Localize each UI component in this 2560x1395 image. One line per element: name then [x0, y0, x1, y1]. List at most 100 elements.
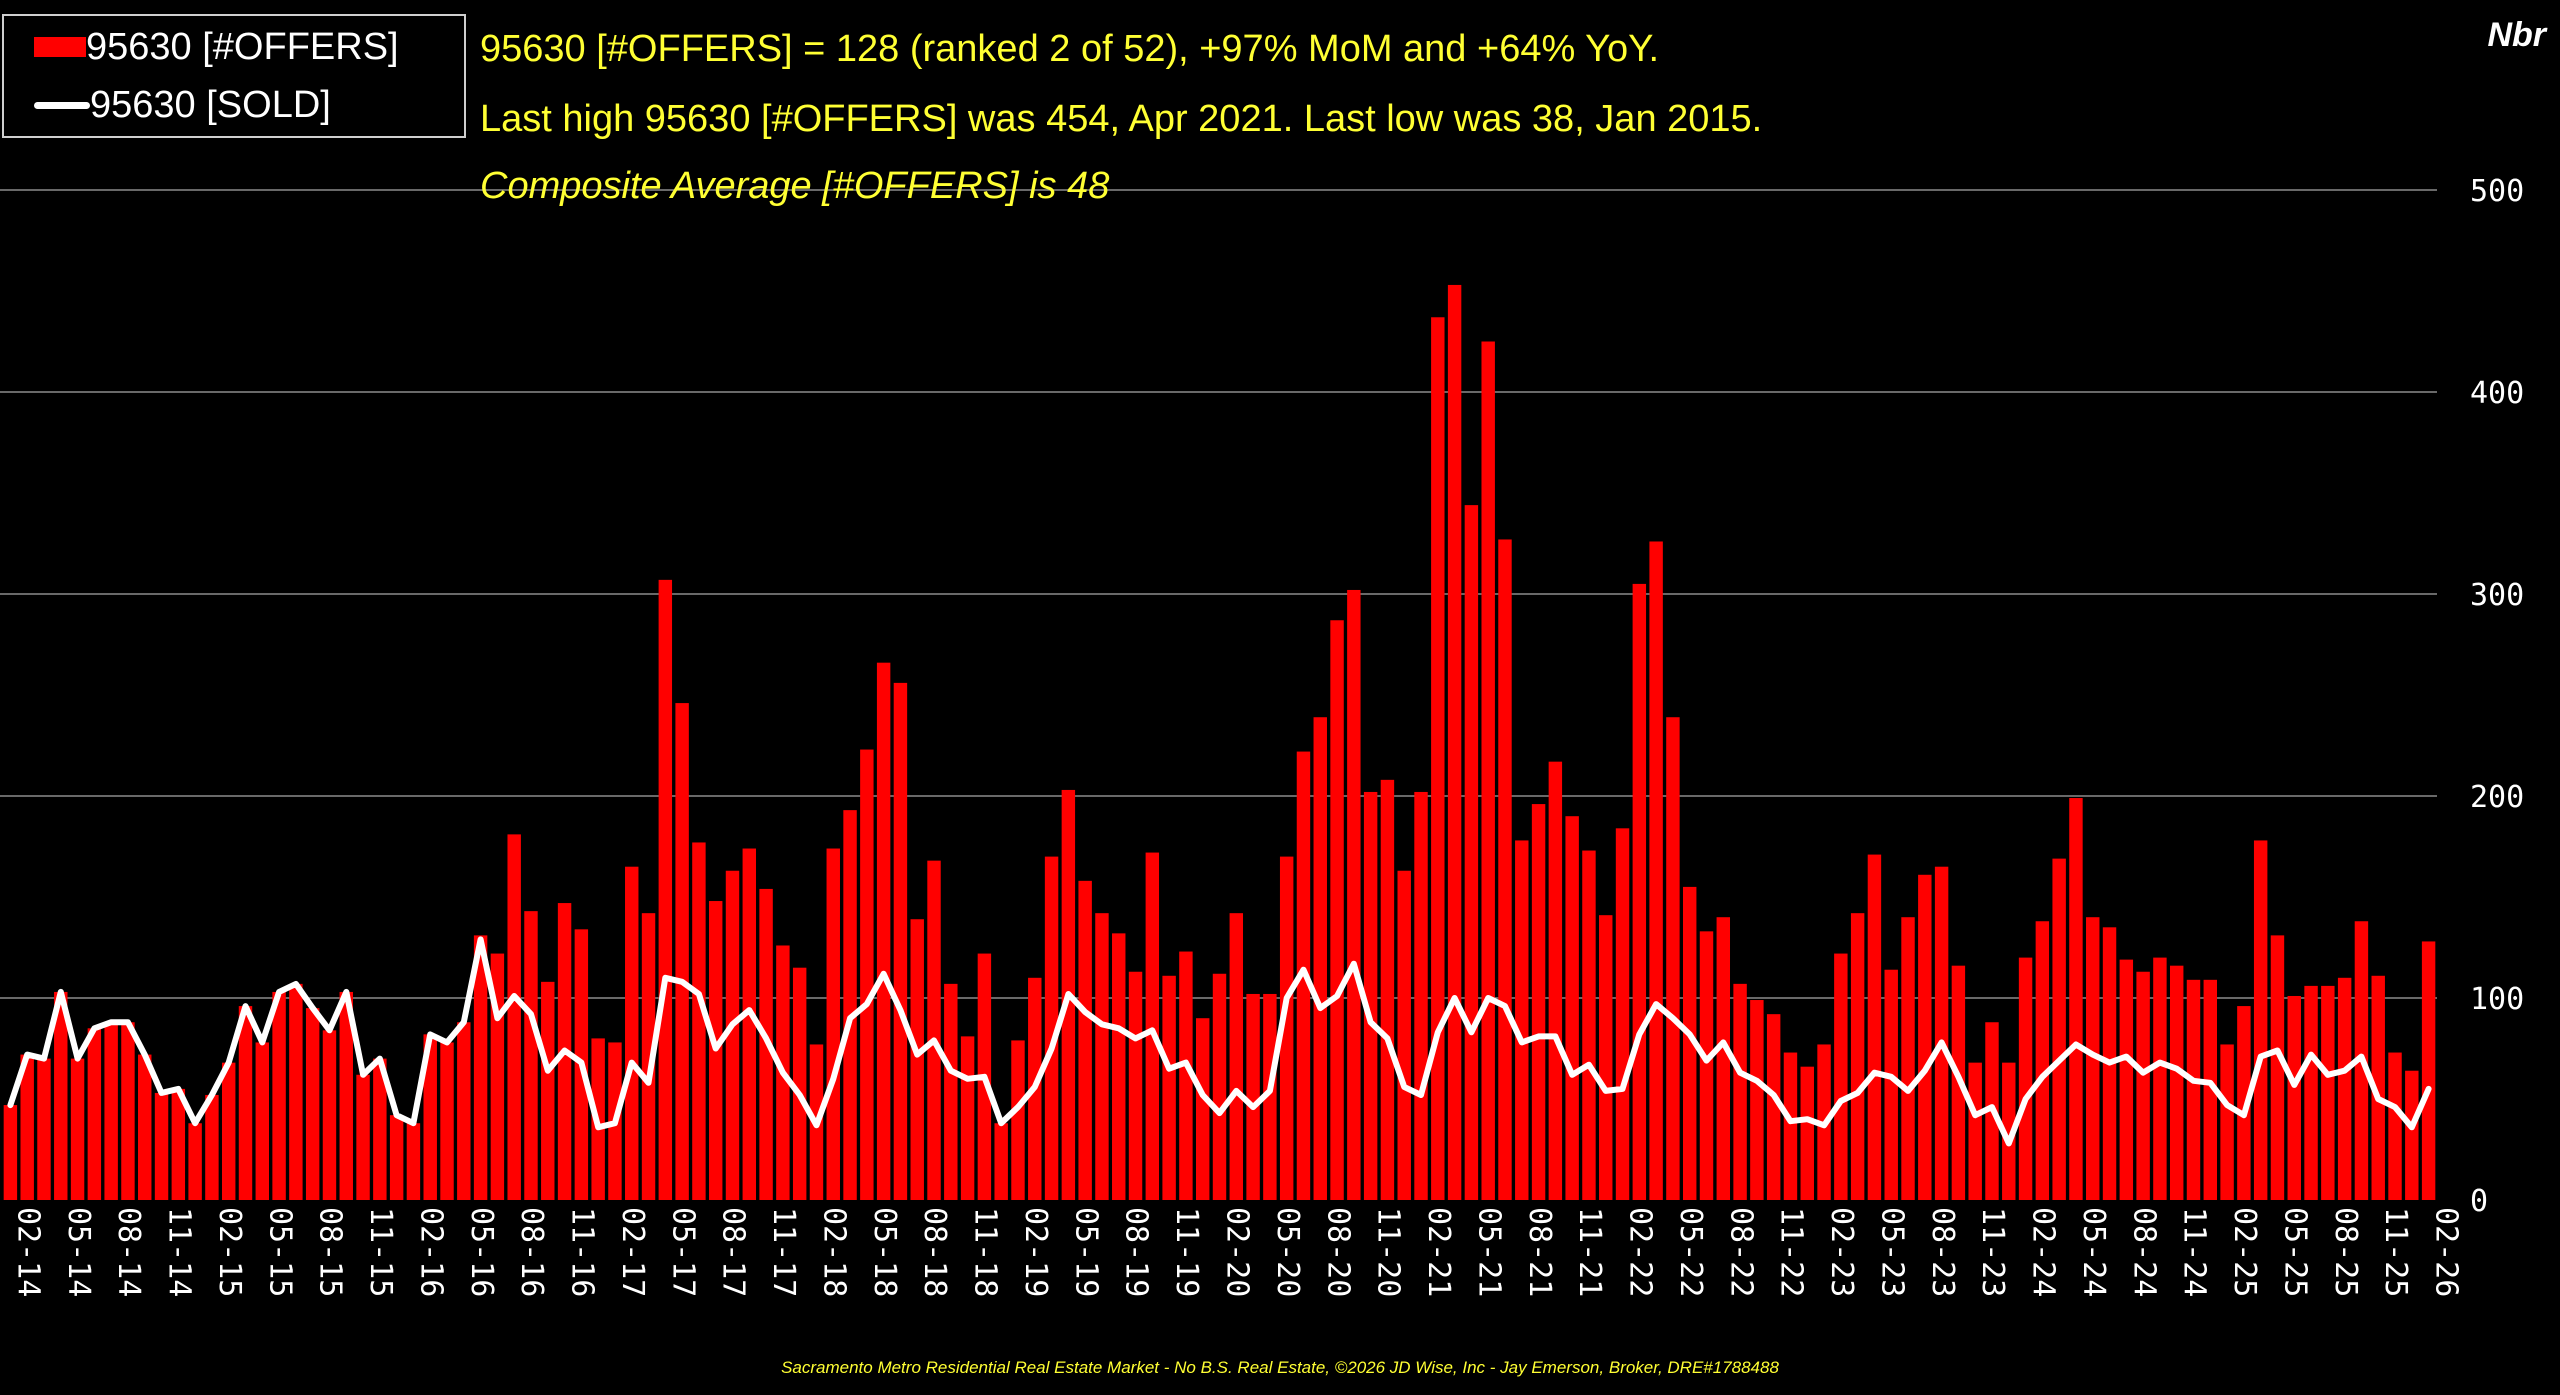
offers-bar	[20, 1054, 34, 1200]
offers-bar	[1716, 917, 1731, 1200]
offers-bar	[1330, 620, 1344, 1200]
offers-bar	[2237, 1006, 2251, 1200]
offers-bar	[1481, 341, 1495, 1200]
x-tick-label: 08-19	[1119, 1207, 1154, 1297]
offers-bar	[843, 810, 857, 1200]
offers-bar	[1431, 317, 1445, 1200]
x-tick-label: 08-21	[1522, 1207, 1557, 1297]
x-tick-label: 08-23	[1925, 1207, 1960, 1297]
x-tick-label: 05-24	[2076, 1207, 2111, 1297]
offers-bar	[1195, 1018, 1210, 1200]
footer-credit: Sacramento Metro Residential Real Estate…	[781, 1358, 1779, 1377]
offers-bar	[1834, 953, 1848, 1200]
offers-bar	[1599, 915, 1613, 1200]
offers-bar	[3, 1105, 18, 1200]
x-tick-label: 02-26	[2429, 1207, 2464, 1297]
offers-bar	[1347, 589, 1361, 1200]
offers-bar	[1279, 856, 1294, 1200]
offers-bar	[54, 991, 68, 1200]
x-tick-label: 05-23	[1874, 1207, 1909, 1297]
offers-bar	[675, 703, 689, 1200]
offers-bar	[1582, 850, 1596, 1200]
offers-bar	[524, 911, 538, 1200]
offers-bar	[910, 919, 924, 1200]
offers-bar	[2203, 979, 2218, 1200]
offers-bar	[1380, 779, 1395, 1200]
offers-bar	[1666, 717, 1680, 1200]
offers-bar	[255, 1042, 270, 1200]
offers-bar	[944, 983, 958, 1200]
offers-bar	[373, 1058, 387, 1200]
offers-bar	[1531, 804, 1546, 1200]
offers-bar	[2018, 957, 2033, 1200]
x-tick-label: 08-25	[2328, 1207, 2363, 1297]
offers-bar	[1548, 761, 1563, 1200]
offers-bar	[507, 834, 521, 1200]
offers-bar	[1565, 816, 1579, 1200]
x-tick-label: 11-25	[2378, 1207, 2413, 1297]
x-tick-label: 05-14	[61, 1207, 96, 1297]
offers-bar	[742, 848, 757, 1200]
x-tick-label: 05-22	[1673, 1207, 1708, 1297]
y-tick-label: 300	[2470, 578, 2524, 613]
offers-bar	[104, 1022, 118, 1200]
offers-bar	[1229, 913, 1244, 1200]
offers-bar	[960, 1036, 975, 1200]
offers-bar	[1699, 931, 1714, 1200]
x-tick-label: 05-20	[1270, 1207, 1305, 1297]
offers-bar	[625, 866, 639, 1200]
offers-bar	[1464, 505, 1479, 1200]
offers-bar	[1128, 971, 1143, 1200]
offers-bar	[1750, 1000, 1764, 1200]
offers-bar	[2119, 959, 2134, 1200]
offers-bar	[2405, 1070, 2419, 1200]
offers-bar	[1078, 880, 1092, 1200]
offers-bar	[1212, 973, 1227, 1200]
x-tick-label: 11-17	[766, 1207, 801, 1297]
offers-bar	[860, 749, 874, 1200]
offers-swatch-icon	[34, 37, 86, 57]
offers-bar	[1733, 983, 1747, 1200]
legend: 95630 [#OFFERS] 95630 [SOLD]	[2, 14, 466, 138]
offers-bar	[322, 1030, 337, 1200]
x-tick-label: 11-20	[1371, 1207, 1406, 1297]
offers-bar	[2371, 975, 2385, 1200]
x-tick-label: 05-19	[1068, 1207, 1103, 1297]
x-tick-label: 11-24	[2177, 1207, 2212, 1297]
x-tick-label: 11-16	[565, 1207, 600, 1297]
offers-bar	[994, 1123, 1008, 1200]
offers-bar	[1682, 886, 1697, 1200]
x-tick-label: 02-17	[615, 1207, 650, 1297]
offers-bar	[2002, 1062, 2016, 1200]
y-tick-label: 400	[2470, 376, 2524, 411]
offers-bar	[1397, 870, 1411, 1200]
offers-bar	[188, 1123, 202, 1200]
chart-subtitle: Last high 95630 [#OFFERS] was 454, Apr 2…	[480, 98, 1763, 140]
offers-bar	[1901, 917, 1915, 1200]
sold-line-group	[7, 936, 2432, 1147]
offers-bar	[2321, 985, 2335, 1200]
offers-bar	[1263, 993, 1277, 1200]
offers-bar	[1011, 1040, 1025, 1200]
y-axis: 0 100 200 300 400 500	[2470, 174, 2524, 1219]
offers-bar	[2035, 921, 2050, 1200]
y-tick-label: 100	[2470, 982, 2524, 1017]
x-tick-label: 02-21	[1421, 1207, 1456, 1297]
offers-bar	[1867, 854, 1882, 1200]
y-tick-label: 200	[2470, 780, 2524, 815]
offers-bar	[927, 860, 941, 1200]
legend-offers-label: 95630 [#OFFERS]	[86, 25, 399, 68]
offers-bar	[356, 1074, 370, 1200]
offers-bar	[725, 870, 740, 1200]
x-tick-label: 08-24	[2126, 1207, 2161, 1297]
x-tick-label: 11-18	[968, 1207, 1003, 1297]
offers-bar	[2220, 1044, 2234, 1200]
offers-bar	[1766, 1014, 1781, 1200]
offers-bar	[2169, 965, 2184, 1200]
offers-bar	[2153, 957, 2167, 1200]
offers-bar	[1850, 913, 1865, 1200]
offers-bars	[3, 284, 2436, 1200]
x-tick-label: 02-20	[1220, 1207, 1255, 1297]
offers-bar	[893, 682, 908, 1200]
